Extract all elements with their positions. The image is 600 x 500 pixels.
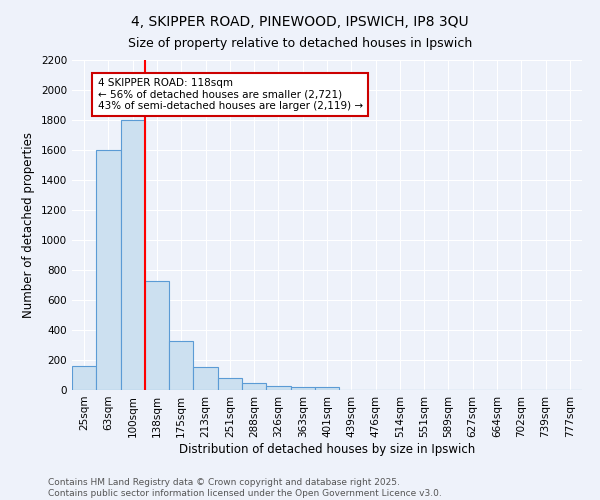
Bar xyxy=(218,378,242,390)
Text: Contains HM Land Registry data © Crown copyright and database right 2025.
Contai: Contains HM Land Registry data © Crown c… xyxy=(48,478,442,498)
Y-axis label: Number of detached properties: Number of detached properties xyxy=(22,132,35,318)
Bar xyxy=(169,340,193,390)
Text: Size of property relative to detached houses in Ipswich: Size of property relative to detached ho… xyxy=(128,38,472,51)
Text: 4, SKIPPER ROAD, PINEWOOD, IPSWICH, IP8 3QU: 4, SKIPPER ROAD, PINEWOOD, IPSWICH, IP8 … xyxy=(131,15,469,29)
X-axis label: Distribution of detached houses by size in Ipswich: Distribution of detached houses by size … xyxy=(179,442,475,456)
Bar xyxy=(121,120,145,390)
Bar xyxy=(193,367,218,390)
Bar xyxy=(266,386,290,390)
Bar xyxy=(96,150,121,390)
Bar xyxy=(242,383,266,390)
Bar xyxy=(290,388,315,390)
Bar xyxy=(145,281,169,390)
Bar xyxy=(315,388,339,390)
Text: 4 SKIPPER ROAD: 118sqm
← 56% of detached houses are smaller (2,721)
43% of semi-: 4 SKIPPER ROAD: 118sqm ← 56% of detached… xyxy=(97,78,362,111)
Bar xyxy=(72,366,96,390)
